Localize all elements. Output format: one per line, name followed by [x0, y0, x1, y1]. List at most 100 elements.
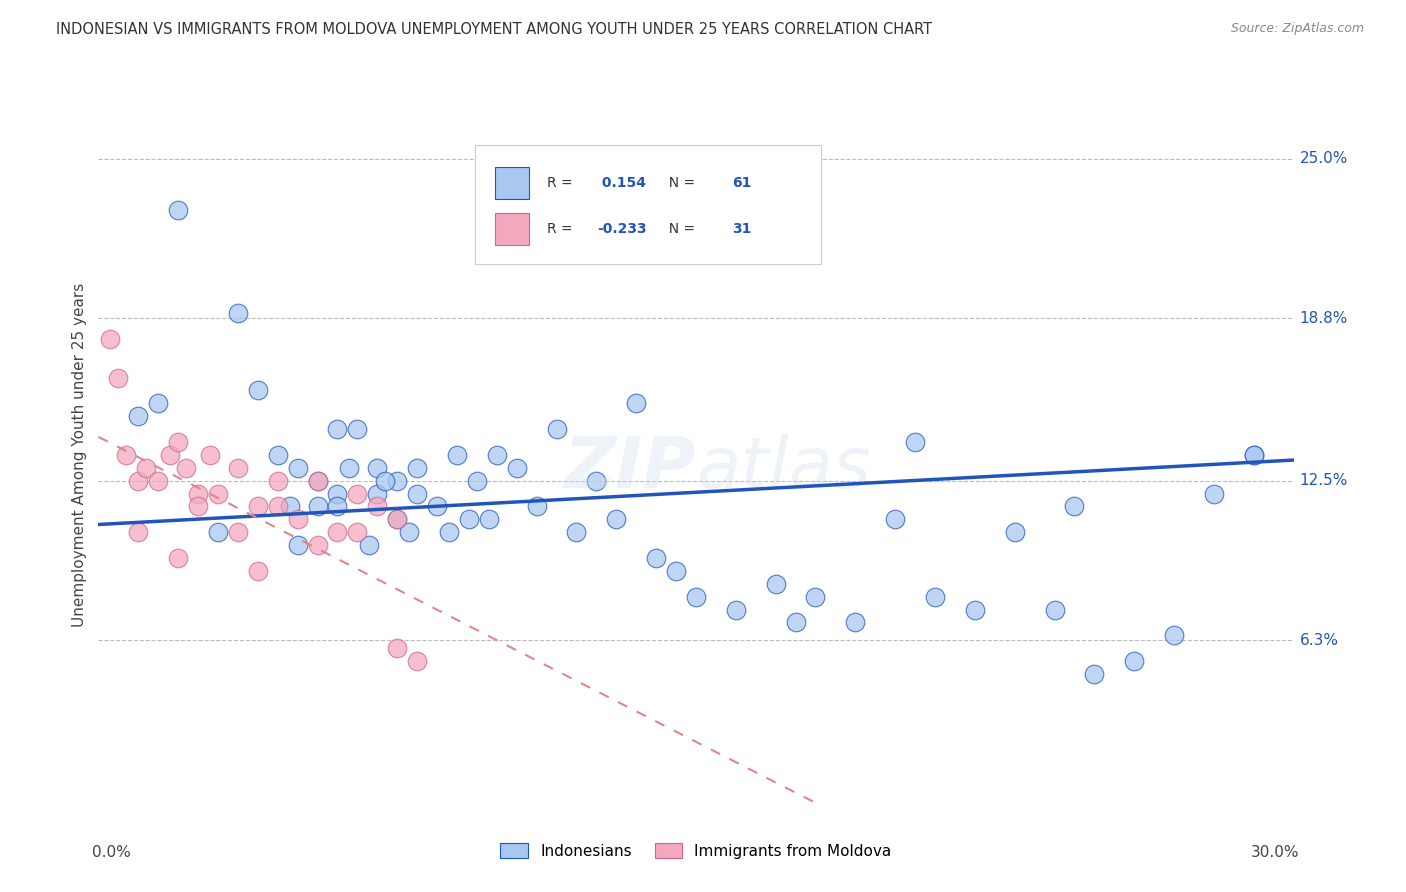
- Point: [437, 525, 460, 540]
- Point: [374, 474, 396, 488]
- Point: [359, 538, 381, 552]
- Point: [406, 654, 429, 668]
- Point: [804, 590, 827, 604]
- Point: [307, 500, 329, 514]
- Point: [307, 538, 329, 552]
- Point: [585, 474, 607, 488]
- Point: [326, 525, 349, 540]
- Point: [148, 474, 170, 488]
- Point: [478, 512, 501, 526]
- Point: [546, 422, 568, 436]
- Text: 18.8%: 18.8%: [1299, 310, 1348, 326]
- FancyBboxPatch shape: [475, 145, 821, 263]
- Y-axis label: Unemployment Among Youth under 25 years: Unemployment Among Youth under 25 years: [72, 283, 87, 627]
- Point: [167, 203, 190, 218]
- Point: [287, 512, 309, 526]
- Point: [605, 512, 627, 526]
- Point: [1063, 500, 1085, 514]
- Text: 25.0%: 25.0%: [1299, 151, 1348, 166]
- Point: [307, 474, 329, 488]
- Text: N =: N =: [661, 222, 700, 235]
- Point: [187, 500, 209, 514]
- Point: [1163, 628, 1185, 642]
- Text: R =: R =: [547, 222, 576, 235]
- Text: R =: R =: [547, 176, 576, 190]
- Point: [127, 474, 149, 488]
- Text: 6.3%: 6.3%: [1299, 633, 1339, 648]
- Point: [127, 409, 149, 424]
- Point: [665, 564, 688, 578]
- Text: N =: N =: [661, 176, 700, 190]
- Point: [385, 512, 409, 526]
- Text: -0.233: -0.233: [596, 222, 647, 235]
- Point: [326, 486, 349, 500]
- Point: [765, 576, 787, 591]
- Point: [904, 435, 927, 450]
- Point: [167, 435, 190, 450]
- Point: [963, 602, 986, 616]
- Point: [844, 615, 866, 630]
- Text: 30.0%: 30.0%: [1251, 845, 1299, 860]
- Point: [398, 525, 420, 540]
- Point: [278, 500, 301, 514]
- Point: [267, 474, 290, 488]
- Point: [198, 448, 221, 462]
- Point: [135, 460, 157, 475]
- Text: 12.5%: 12.5%: [1299, 473, 1348, 488]
- Point: [226, 525, 249, 540]
- Point: [174, 460, 197, 475]
- Point: [307, 474, 329, 488]
- Point: [98, 332, 122, 346]
- Point: [406, 486, 429, 500]
- Point: [465, 474, 488, 488]
- Point: [159, 448, 181, 462]
- Point: [246, 564, 269, 578]
- Point: [385, 641, 409, 656]
- Text: 0.0%: 0.0%: [93, 845, 131, 860]
- Point: [167, 551, 190, 566]
- Point: [207, 525, 229, 540]
- Point: [246, 384, 269, 398]
- Point: [346, 525, 368, 540]
- Point: [526, 500, 548, 514]
- FancyBboxPatch shape: [495, 167, 529, 199]
- Text: 31: 31: [733, 222, 751, 235]
- Point: [287, 538, 309, 552]
- Point: [645, 551, 668, 566]
- Point: [1004, 525, 1026, 540]
- Point: [226, 306, 249, 320]
- Point: [346, 422, 368, 436]
- Point: [385, 512, 409, 526]
- Point: [924, 590, 946, 604]
- Point: [366, 486, 388, 500]
- Point: [1202, 486, 1225, 500]
- Point: [346, 486, 368, 500]
- Legend: Indonesians, Immigrants from Moldova: Indonesians, Immigrants from Moldova: [495, 837, 897, 864]
- Point: [107, 370, 129, 384]
- Point: [385, 474, 409, 488]
- Point: [565, 525, 588, 540]
- Point: [267, 448, 290, 462]
- Point: [337, 460, 360, 475]
- Text: 61: 61: [733, 176, 751, 190]
- Point: [426, 500, 449, 514]
- Point: [127, 525, 149, 540]
- Point: [724, 602, 747, 616]
- Point: [226, 460, 249, 475]
- Point: [485, 448, 508, 462]
- Point: [366, 460, 388, 475]
- Point: [1083, 667, 1105, 681]
- Point: [207, 486, 229, 500]
- Point: [446, 448, 468, 462]
- Point: [1043, 602, 1066, 616]
- Text: INDONESIAN VS IMMIGRANTS FROM MOLDOVA UNEMPLOYMENT AMONG YOUTH UNDER 25 YEARS CO: INDONESIAN VS IMMIGRANTS FROM MOLDOVA UN…: [56, 22, 932, 37]
- Point: [246, 500, 269, 514]
- Point: [1243, 448, 1265, 462]
- Point: [406, 460, 429, 475]
- Point: [148, 396, 170, 410]
- Point: [326, 422, 349, 436]
- Point: [685, 590, 707, 604]
- Point: [187, 486, 209, 500]
- Point: [624, 396, 647, 410]
- Point: [287, 460, 309, 475]
